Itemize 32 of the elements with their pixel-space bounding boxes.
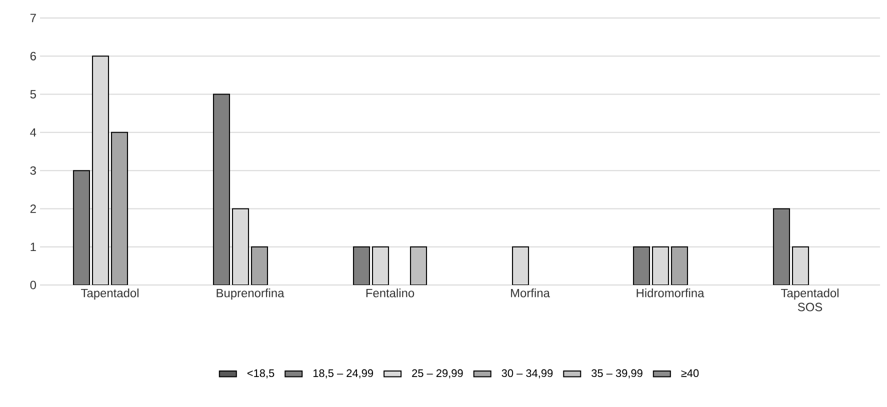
legend-label: 18,5 – 24,99 [313, 369, 374, 378]
x-tick-label: Tapentadol [81, 288, 138, 300]
bar [652, 246, 670, 285]
y-tick-label: 1 [30, 242, 36, 251]
legend-label: <18,5 [247, 369, 274, 378]
x-tick-label: Morfina [511, 288, 550, 298]
legend-label: 30 – 34,99 [502, 369, 553, 378]
bar [213, 94, 230, 285]
y-tick-label: 7 [30, 14, 36, 22]
x-tick-label: Tapentadol SOS [781, 288, 838, 312]
legend-label: ≥40 [681, 369, 699, 378]
bar [512, 246, 530, 285]
x-tick-label: Fentalino [366, 288, 414, 298]
y-tick-label: 0 [30, 280, 36, 290]
bar [372, 246, 390, 285]
x-tick-label: Buprenorfina [216, 288, 284, 300]
y-tick-label: 6 [30, 52, 36, 60]
y-tick-label: 2 [30, 204, 36, 213]
y-tick-label: 3 [30, 166, 36, 175]
bar [251, 246, 268, 285]
bar [111, 132, 128, 285]
x-tick-label: Hidromorfina [636, 288, 704, 298]
bar [792, 246, 810, 285]
bar [353, 246, 370, 285]
bar [671, 246, 688, 285]
y-tick-label: 5 [30, 90, 36, 98]
bar [73, 170, 90, 285]
bar [633, 246, 650, 285]
bar [773, 208, 790, 285]
legend-label: 25 – 29,99 [412, 369, 463, 378]
legend-label: 35 – 39,99 [592, 369, 642, 378]
y-tick-label: 4 [30, 128, 36, 137]
